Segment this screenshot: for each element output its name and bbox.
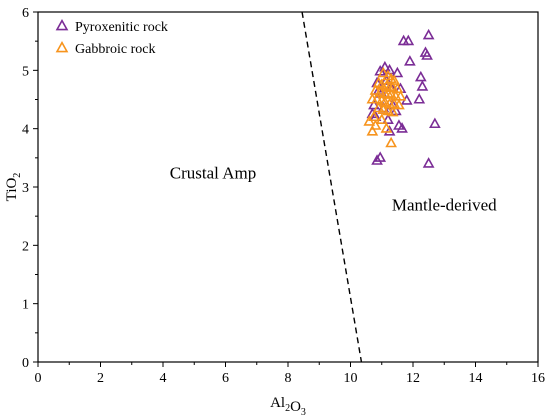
y-tick-label: 2 <box>22 239 29 254</box>
data-point <box>366 125 379 136</box>
legend: Pyroxenitic rock Gabbroic rock <box>55 18 168 57</box>
y-tick-label: 3 <box>22 181 29 196</box>
y-tick-label: 6 <box>22 6 29 21</box>
data-point <box>382 113 394 124</box>
data-point <box>391 66 404 78</box>
data-point <box>375 78 388 89</box>
data-point <box>394 90 407 101</box>
data-point <box>369 84 382 95</box>
data-point <box>388 74 401 85</box>
axes <box>37 11 539 363</box>
data-point <box>380 122 393 133</box>
y-tick-label: 5 <box>22 64 29 79</box>
data-point <box>386 105 399 117</box>
crustal-amp-label: Crustal Amp <box>170 163 256 182</box>
data-point <box>383 125 396 136</box>
x-tick-label: 2 <box>97 371 104 386</box>
axis-titles: Al2O3 TiO2 <box>4 173 306 417</box>
x-tick-label: 6 <box>222 371 229 386</box>
y-tick-label: 4 <box>22 123 29 138</box>
divider-line <box>301 11 363 363</box>
data-point <box>385 136 397 148</box>
data-point <box>422 157 435 168</box>
data-point <box>371 154 383 165</box>
data-point <box>391 82 404 94</box>
data-point <box>379 95 391 107</box>
series-pyroxenitic <box>366 28 441 168</box>
data-point <box>396 122 408 133</box>
data-point <box>377 66 390 78</box>
annotations: Crustal Amp Mantle-derived <box>170 163 497 214</box>
data-point <box>414 70 427 82</box>
data-point <box>368 110 380 122</box>
y-tick-label: 0 <box>22 356 29 371</box>
data-point <box>422 28 435 40</box>
x-tick-label: 0 <box>35 371 42 386</box>
x-tick-label: 10 <box>344 371 358 386</box>
data-point <box>375 113 388 124</box>
x-tick-label: 12 <box>406 371 420 386</box>
legend-label: Pyroxenitic rock <box>75 20 168 35</box>
legend-label: Gabbroic rock <box>75 42 155 57</box>
data-point <box>372 101 385 113</box>
mantle-derived-label: Mantle-derived <box>392 195 497 214</box>
y-axis-title: TiO2 <box>4 173 23 202</box>
data-point <box>393 98 405 110</box>
series-gabbroic <box>363 66 407 148</box>
data-point <box>402 34 415 46</box>
plot-frame <box>37 11 539 363</box>
data-point <box>416 80 429 91</box>
x-tick-label: 8 <box>285 371 292 386</box>
data-point <box>413 92 426 104</box>
data-point <box>421 49 433 60</box>
boundary-dashed-line <box>301 11 363 363</box>
data-point <box>429 117 441 129</box>
data-point <box>363 115 376 126</box>
legend-marker <box>55 40 69 53</box>
y-tick-label: 1 <box>22 298 29 313</box>
x-tick-label: 4 <box>160 371 167 386</box>
legend-marker <box>55 18 69 31</box>
x-axis-title: Al2O3 <box>270 395 306 417</box>
x-tick-label: 16 <box>531 371 545 386</box>
data-point <box>385 88 397 99</box>
data-point <box>369 119 382 130</box>
x-tick-label: 14 <box>469 371 483 386</box>
data-point <box>404 55 416 66</box>
data-points <box>363 28 441 168</box>
